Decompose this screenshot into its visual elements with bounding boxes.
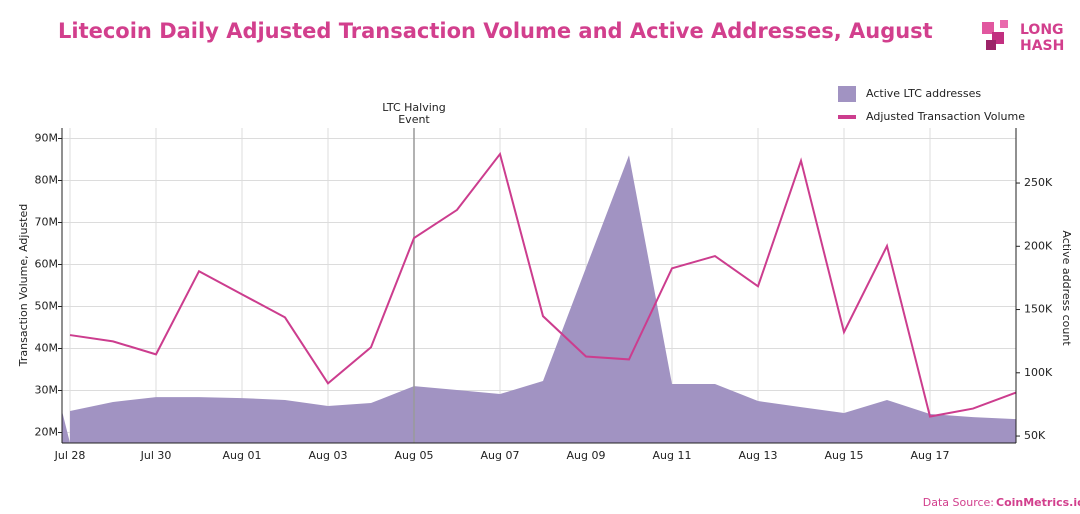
y-tick-label: 90M: [35, 132, 59, 145]
line: [69, 151, 1016, 418]
y-axis-label: Transaction Volume, Adjusted: [17, 204, 30, 367]
logo-cube: [986, 40, 996, 50]
logo-cube: [1000, 20, 1008, 28]
x-tick-label: Aug 01: [223, 449, 262, 462]
chart-title: Litecoin Daily Adjusted Transaction Volu…: [58, 19, 933, 43]
x-tick-label: Aug 17: [911, 449, 950, 462]
y2-tick-label: 250K: [1024, 176, 1053, 189]
legend-swatch: [838, 115, 856, 119]
source-label: Data Source:: [923, 496, 994, 509]
annotation-text: LTC Halving: [382, 101, 445, 114]
y2-tick-label: 200K: [1024, 239, 1053, 252]
logo: LONG HASH: [982, 20, 1064, 54]
logo-text: LONG: [1020, 22, 1064, 38]
y2-tick-label: 150K: [1024, 303, 1053, 316]
x-tick-label: Aug 07: [481, 449, 520, 462]
x-tick-label: Aug 09: [567, 449, 606, 462]
x-tick-label: Jul 30: [140, 449, 172, 462]
x-tick-label: Aug 05: [395, 449, 434, 462]
legend-label: Adjusted Transaction Volume: [866, 110, 1025, 123]
x-tick-label: Aug 03: [309, 449, 348, 462]
x-tick-label: Aug 15: [825, 449, 864, 462]
y-tick-label: 70M: [35, 216, 59, 229]
source-name: CoinMetrics.io: [996, 496, 1080, 509]
legend-swatch: [838, 86, 856, 102]
y-tick-label: 80M: [35, 174, 59, 187]
annotation-text: Event: [398, 113, 430, 126]
plot: [62, 128, 1016, 443]
y-tick-label: 50M: [35, 300, 59, 313]
x-tick-label: Aug 11: [653, 449, 692, 462]
x-tick-label: Jul 28: [54, 449, 86, 462]
y-tick-label: 60M: [35, 258, 59, 271]
y2-axis-label: Active address count: [1060, 230, 1073, 346]
y-tick-label: 20M: [35, 426, 59, 439]
y-tick-label: 40M: [35, 342, 59, 355]
area: [62, 155, 1016, 443]
legend-label: Active LTC addresses: [866, 87, 981, 100]
y2-tick-label: 50K: [1024, 429, 1046, 442]
logo-cube: [982, 22, 994, 34]
x-tick-label: Aug 13: [739, 449, 778, 462]
logo-text: HASH: [1020, 38, 1064, 54]
y2-tick-label: 100K: [1024, 366, 1053, 379]
y-tick-label: 30M: [35, 384, 59, 397]
